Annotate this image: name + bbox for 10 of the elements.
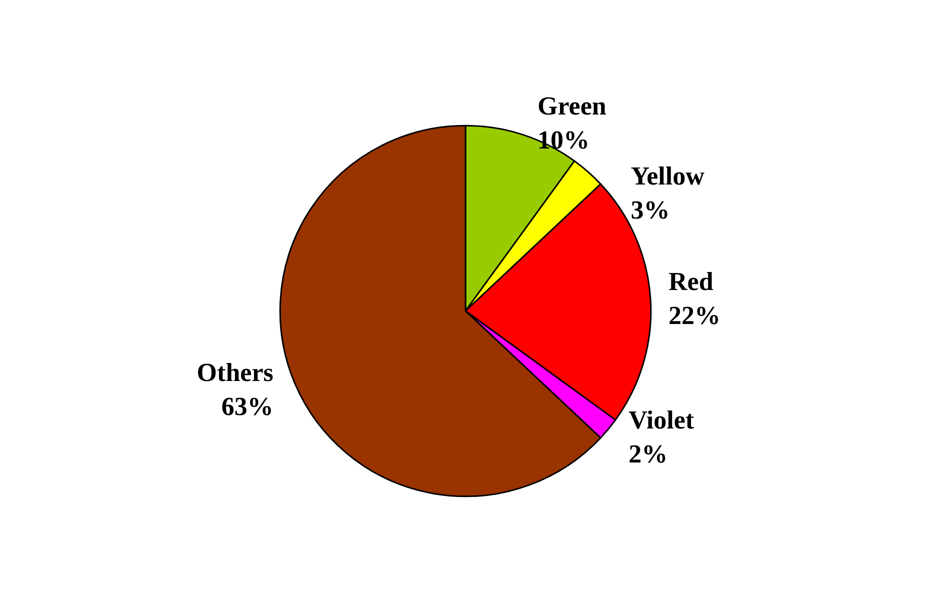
slice-label: Red [668, 267, 714, 296]
slice-label: Yellow [630, 162, 705, 191]
data-label: 2% [628, 439, 668, 468]
data-label: 3% [630, 196, 670, 225]
data-label: 22% [668, 301, 720, 330]
slice-label: Violet [628, 405, 694, 434]
slice-label: Green [537, 92, 607, 121]
slice-label: Others [196, 358, 274, 387]
data-label: 10% [537, 126, 590, 155]
data-label: 63% [221, 392, 274, 421]
